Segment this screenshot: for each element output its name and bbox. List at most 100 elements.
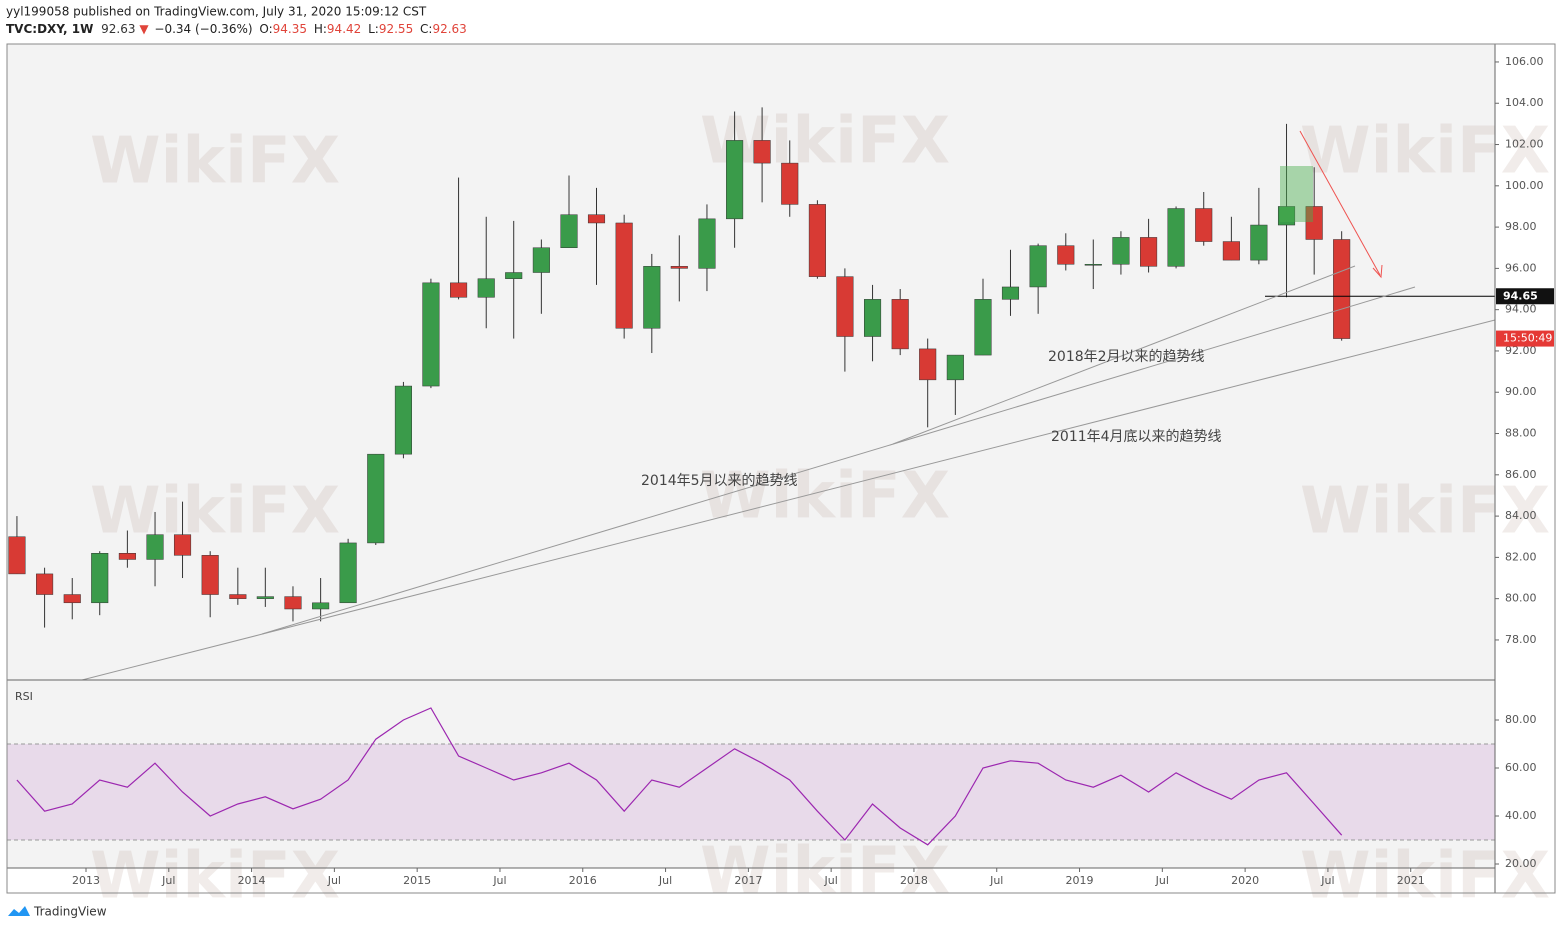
y-tick-label: 84.00 [1505, 509, 1537, 522]
y-tick-label: 90.00 [1505, 385, 1537, 398]
y-tick-label: 92.00 [1505, 344, 1537, 357]
candle-body [394, 385, 412, 455]
symbol: TVC:DXY, 1W [6, 22, 93, 36]
logo [8, 906, 30, 916]
y-tick-label: 98.00 [1505, 220, 1537, 233]
published-line: yyl199058 published on TradingView.com, … [6, 5, 427, 19]
ohlc-label: H: [314, 22, 327, 36]
candle-body [146, 534, 164, 560]
candle-body [781, 162, 799, 205]
x-tick-label: 2015 [403, 874, 431, 887]
price-pane [7, 44, 1495, 680]
x-tick-label: 2021 [1397, 874, 1425, 887]
watermark: WikiFX [1300, 115, 1550, 189]
change: −0.34 (−0.36%) [154, 22, 252, 36]
x-tick-label: Jul [824, 874, 838, 887]
x-tick-label: 2019 [1066, 874, 1094, 887]
ohlc-label: C: [420, 22, 432, 36]
price: 92.63 [101, 22, 135, 36]
x-tick-label: Jul [492, 874, 506, 887]
footer-text: TradingView [33, 905, 107, 919]
watermark: WikiFX [90, 125, 340, 199]
candle-body [1029, 245, 1047, 288]
candle-body [560, 214, 578, 248]
y-tick-label: 96.00 [1505, 261, 1537, 274]
ohlc-value: 94.35 [273, 22, 307, 36]
x-tick-label: 2014 [238, 874, 266, 887]
y-tick-label: 102.00 [1505, 138, 1544, 151]
arrow-head [1372, 264, 1383, 279]
level-box [1496, 288, 1554, 305]
ohlc-label: L: [368, 22, 379, 36]
frame [6, 43, 1556, 894]
candle-body [367, 453, 385, 544]
annotation: 2014年5月以来的趋势线 [641, 473, 798, 489]
candle-body [836, 276, 854, 337]
candle-body [1084, 264, 1102, 266]
y-tick-label: 40.00 [1505, 809, 1537, 822]
rsi-pane [7, 680, 1495, 868]
symbol-line: TVC:DXY, 1W 92.63 ▼ −0.34 (−0.36%) O:94.… [6, 22, 467, 36]
y-tick-label: 86.00 [1505, 468, 1537, 481]
trend-line [261, 286, 1416, 635]
y-tick-label: 20.00 [1505, 857, 1537, 870]
candle-body [1140, 237, 1158, 267]
candle-body [1195, 208, 1213, 242]
candle-body [891, 299, 909, 350]
candle-body [1333, 239, 1351, 339]
candle-body [726, 140, 744, 220]
candle-body [1057, 245, 1075, 265]
candle-body [1222, 241, 1240, 261]
candle-body [339, 542, 357, 604]
ohlc-value: 92.55 [379, 22, 413, 36]
watermark: WikiFX [1300, 475, 1550, 549]
x-tick-label: 2013 [72, 874, 100, 887]
candle-body [1167, 208, 1185, 267]
x-tick-label: 2016 [569, 874, 597, 887]
candle-body [505, 272, 523, 279]
watermark: WikiFX [700, 835, 950, 909]
trend-line [81, 319, 1496, 681]
x-tick-label: 2017 [734, 874, 762, 887]
candle-body [8, 536, 26, 575]
candle-body [532, 247, 550, 273]
rsi-band [7, 744, 1495, 840]
candle-body [643, 266, 661, 329]
candle-body [36, 573, 54, 595]
candle-body [919, 348, 937, 381]
candle-body [422, 282, 440, 387]
arrow: ▼ [139, 22, 149, 36]
trend-line [892, 265, 1356, 445]
y-tick-label: 60.00 [1505, 761, 1537, 774]
candle-body [698, 218, 716, 269]
candle-body [1112, 237, 1130, 265]
countdown-box [1496, 330, 1554, 347]
y-tick-label: 80.00 [1505, 713, 1537, 726]
rsi-line [16, 707, 1343, 846]
ohlc-label: O: [259, 22, 272, 36]
candle-body [450, 282, 468, 298]
candle-body [863, 299, 882, 337]
candle-body [312, 602, 330, 610]
y-tick-label: 78.00 [1505, 633, 1537, 646]
x-tick-label: Jul [1155, 874, 1169, 887]
candle-body [974, 299, 992, 356]
x-tick-label: 2018 [900, 874, 928, 887]
x-tick-label: Jul [161, 874, 175, 887]
ohlc-value: 94.42 [327, 22, 361, 36]
candle-body [229, 594, 247, 599]
candle-body [63, 594, 81, 604]
y-tick-label: 88.00 [1505, 427, 1537, 440]
y-tick-label: 106.00 [1505, 55, 1544, 68]
candle-body [91, 553, 109, 604]
footer: TradingView [8, 905, 107, 919]
annotation: 2018年2月以来的趋势线 [1048, 349, 1205, 365]
candle-body [118, 553, 136, 560]
candle-body [615, 222, 633, 329]
arrow-line [1299, 130, 1381, 276]
drawings: 2018年2月以来的趋势线 2011年4月底以来的趋势线 2014年5月以来的趋… [81, 130, 1496, 681]
y-tick-label: 100.00 [1505, 179, 1544, 192]
watermark: WikiFX [700, 460, 950, 534]
y-tick-label: 94.00 [1505, 303, 1537, 316]
candle-body [1001, 286, 1020, 300]
